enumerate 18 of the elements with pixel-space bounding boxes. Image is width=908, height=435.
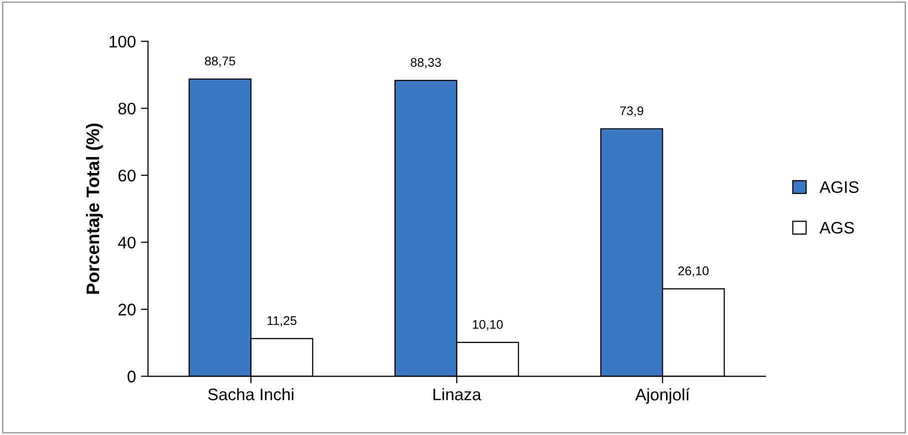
x-tick-label: Sacha Inchi <box>208 388 294 400</box>
y-tick-label: 80 <box>118 102 136 115</box>
y-tick-label: 60 <box>118 170 136 182</box>
legend-label: AGS <box>819 222 854 234</box>
y-tick-label: 0 <box>128 370 136 382</box>
y-tick-label: 100 <box>110 36 136 48</box>
data-label: 26,10 <box>678 266 709 277</box>
data-label: 88,33 <box>410 58 441 68</box>
legend-label: AGIS <box>819 181 859 194</box>
y-tick-label: 20 <box>118 304 136 316</box>
data-label: 11,25 <box>268 316 296 326</box>
y-tick-label: 40 <box>118 236 136 248</box>
data-label: 10,10 <box>472 320 503 330</box>
data-label: 88,75 <box>204 56 236 67</box>
y-axis-title: Porcentaje Total (%) <box>86 124 103 294</box>
data-label: 73,9 <box>620 106 644 117</box>
x-tick-label: Ajonjolí <box>635 388 690 404</box>
x-tick-label: Linaza <box>434 388 482 400</box>
